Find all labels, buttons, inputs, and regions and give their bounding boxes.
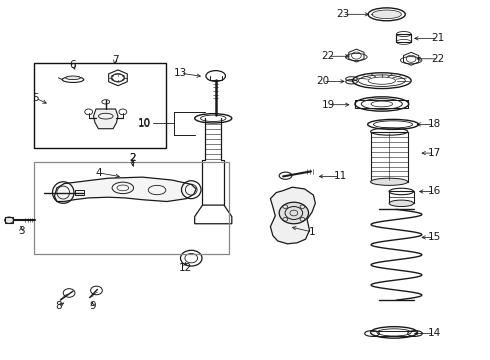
Text: 7: 7 — [112, 55, 119, 65]
Text: 2: 2 — [129, 153, 136, 163]
Text: 12: 12 — [179, 263, 192, 273]
Text: 19: 19 — [321, 100, 335, 110]
Text: 16: 16 — [428, 186, 441, 197]
Bar — [4, 217, 13, 223]
Text: 10: 10 — [138, 118, 151, 128]
Text: 4: 4 — [95, 168, 102, 178]
Text: 5: 5 — [32, 93, 39, 103]
Text: 13: 13 — [174, 68, 187, 78]
Text: 8: 8 — [55, 301, 62, 311]
Text: 22: 22 — [431, 54, 444, 64]
Text: 6: 6 — [70, 60, 76, 70]
Text: 21: 21 — [431, 33, 444, 43]
Polygon shape — [270, 187, 316, 244]
Bar — [370, 132, 408, 182]
Text: 3: 3 — [18, 226, 24, 236]
Ellipse shape — [66, 76, 80, 80]
Bar — [34, 63, 166, 148]
Text: 23: 23 — [336, 9, 349, 19]
Text: 17: 17 — [428, 148, 441, 158]
Ellipse shape — [389, 200, 414, 207]
Text: 14: 14 — [428, 328, 441, 338]
Ellipse shape — [370, 178, 408, 185]
Bar — [396, 34, 411, 42]
Bar — [34, 162, 229, 253]
Text: 2: 2 — [129, 153, 136, 163]
Text: 20: 20 — [317, 76, 330, 86]
Text: 11: 11 — [334, 171, 347, 181]
Text: 10: 10 — [138, 120, 151, 129]
Text: 22: 22 — [321, 51, 335, 61]
Text: 15: 15 — [428, 232, 441, 242]
Ellipse shape — [279, 202, 309, 224]
Ellipse shape — [372, 10, 401, 19]
Bar — [389, 192, 414, 203]
Polygon shape — [54, 177, 196, 202]
Bar — [75, 190, 84, 195]
Text: 9: 9 — [89, 301, 96, 311]
Text: 1: 1 — [309, 227, 316, 237]
Text: 18: 18 — [428, 120, 441, 129]
Polygon shape — [94, 109, 118, 129]
